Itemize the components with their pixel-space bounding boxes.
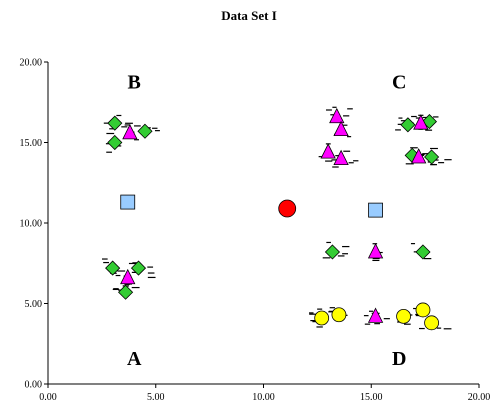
y-tick-label: 5.00 [25,299,43,310]
triangle-point [120,268,136,285]
square-point [368,202,383,218]
triangle-point [329,107,345,124]
y-tick-label: 15.00 [20,138,43,149]
y-tick-label: 0.00 [25,380,43,391]
x-tick-label: 5.00 [147,392,165,403]
circle-point [314,310,330,326]
circle-point [424,315,439,331]
triangle-point [413,114,429,130]
diamond-point [421,114,438,130]
triangle-point [333,149,349,166]
x-tick-label: 0.00 [39,392,57,403]
diamond-point [415,244,431,260]
x-tick-label: 10.00 [252,392,275,403]
circle-point [415,302,431,318]
triangle-point [367,307,384,323]
chart-title: Data Set I [221,8,277,23]
circle-point [331,307,347,323]
triangle-point [122,123,138,140]
cluster-label: D [392,348,406,370]
circle-point [396,308,411,324]
diamond-point [137,123,153,139]
diamond-point [424,149,440,165]
x-tick-label: 15.00 [360,392,383,403]
cluster-label: B [128,71,141,93]
diamond-point [324,244,341,260]
diamond-point [107,115,123,131]
triangle-point [367,243,384,259]
diamond-point [105,260,121,276]
diamond-point [130,260,147,276]
y-tick-label: 10.00 [20,219,43,230]
y-tick-label: 20.00 [20,58,43,69]
triangle-point [411,148,427,164]
red-circle-point [278,199,297,218]
cluster-label: A [127,348,142,370]
triangle-point [333,120,349,137]
diamond-point [118,284,134,300]
square-point [120,194,136,210]
triangle-point [320,143,336,159]
cluster-label: C [392,71,406,93]
x-tick-label: 20.00 [468,392,491,403]
diamond-point [400,117,416,133]
diamond-point [107,134,123,151]
